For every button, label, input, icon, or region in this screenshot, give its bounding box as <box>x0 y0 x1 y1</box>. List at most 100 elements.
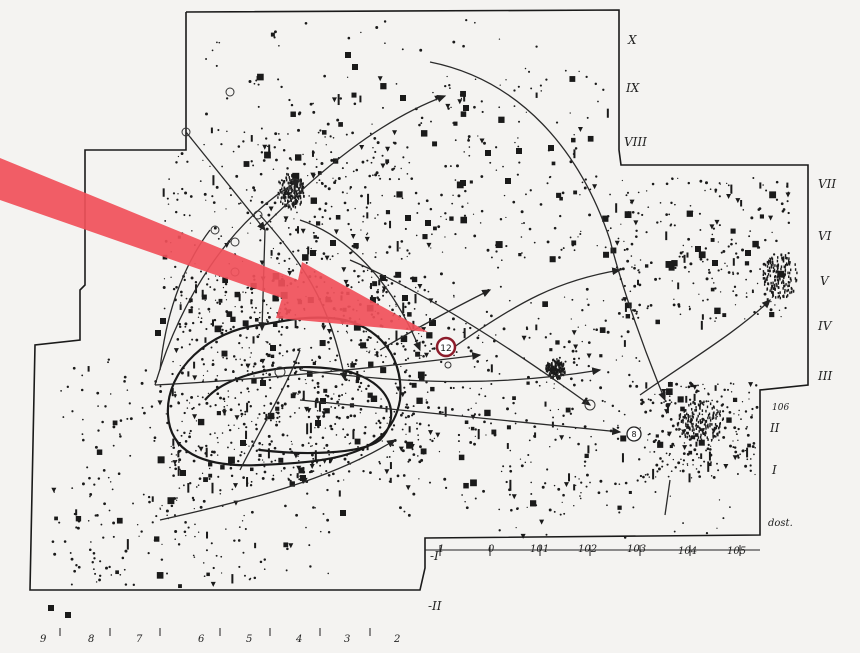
find-mark <box>175 459 178 462</box>
find-mark <box>626 330 630 334</box>
cluster-mark <box>554 372 557 376</box>
cluster-mark <box>707 438 709 441</box>
find-mark <box>359 381 363 385</box>
find-mark <box>473 234 477 238</box>
find-mark <box>136 524 139 526</box>
find-mark <box>210 127 213 134</box>
find-mark <box>567 340 571 344</box>
cluster-mark <box>764 272 767 276</box>
find-mark <box>234 291 241 298</box>
find-mark <box>585 287 589 291</box>
find-mark <box>258 453 262 458</box>
find-mark <box>389 220 392 229</box>
find-mark <box>595 449 598 452</box>
find-mark <box>730 238 733 241</box>
find-mark <box>319 340 326 347</box>
cluster-mark <box>763 283 766 286</box>
find-mark <box>366 159 369 162</box>
find-mark <box>272 247 275 250</box>
find-mark <box>359 412 361 414</box>
find-mark <box>274 459 277 462</box>
find-mark <box>260 200 264 204</box>
find-mark <box>428 350 431 353</box>
find-mark <box>96 391 100 395</box>
find-mark <box>740 418 742 420</box>
cluster-mark <box>782 281 785 285</box>
find-mark <box>444 84 447 88</box>
find-mark <box>297 362 300 365</box>
find-mark <box>709 188 712 191</box>
find-mark <box>197 395 199 398</box>
find-mark <box>746 433 750 437</box>
find-mark <box>671 177 674 181</box>
cluster-mark <box>277 196 279 199</box>
find-mark <box>71 487 74 490</box>
find-mark <box>411 276 415 280</box>
find-mark <box>433 437 436 440</box>
find-mark <box>119 433 121 436</box>
find-mark <box>395 330 398 341</box>
find-mark <box>314 450 317 462</box>
find-mark <box>366 212 369 219</box>
find-mark <box>172 438 175 446</box>
find-mark <box>735 430 737 433</box>
find-mark <box>179 302 182 304</box>
find-mark <box>408 252 411 255</box>
cluster-mark <box>777 256 779 259</box>
find-mark <box>614 482 617 486</box>
find-mark <box>568 436 571 439</box>
find-mark <box>247 232 249 234</box>
find-mark <box>369 285 373 289</box>
find-mark <box>530 87 533 90</box>
find-mark <box>216 375 219 377</box>
find-mark <box>633 266 636 270</box>
find-mark <box>182 484 185 487</box>
find-mark <box>232 150 235 153</box>
find-mark <box>575 364 578 367</box>
find-mark <box>655 434 659 438</box>
find-mark <box>499 218 503 221</box>
find-mark <box>157 456 165 464</box>
find-mark <box>629 290 632 293</box>
find-mark <box>450 106 452 109</box>
find-mark <box>325 444 328 447</box>
find-mark <box>176 198 179 201</box>
find-mark <box>275 421 278 423</box>
cluster-mark <box>782 257 785 260</box>
find-mark <box>198 403 201 406</box>
cluster-mark <box>789 291 791 295</box>
find-mark <box>711 277 713 280</box>
find-mark <box>374 217 376 219</box>
cluster-mark <box>300 201 302 205</box>
find-mark <box>468 146 471 148</box>
cluster-mark <box>706 436 708 439</box>
find-mark <box>290 103 294 107</box>
cluster-mark <box>776 284 778 288</box>
find-mark <box>410 177 414 180</box>
cluster-mark <box>785 256 787 260</box>
cluster-mark <box>559 363 561 367</box>
find-mark <box>637 191 640 194</box>
cluster-mark <box>716 432 718 436</box>
find-mark <box>733 413 735 415</box>
find-mark <box>280 404 284 408</box>
find-mark <box>509 469 513 473</box>
find-mark <box>218 41 221 44</box>
find-mark <box>364 236 370 242</box>
find-mark <box>391 168 394 171</box>
find-mark <box>370 395 378 403</box>
find-mark <box>605 490 608 493</box>
find-mark <box>420 354 422 357</box>
find-mark <box>568 473 571 482</box>
find-mark <box>700 453 703 459</box>
find-mark <box>222 277 229 284</box>
find-mark <box>151 521 154 524</box>
find-mark <box>707 268 711 271</box>
find-mark <box>350 286 353 289</box>
find-mark <box>546 468 549 471</box>
find-mark <box>584 324 587 326</box>
find-mark <box>698 212 701 215</box>
find-mark <box>104 405 107 408</box>
find-mark <box>126 539 129 550</box>
find-mark <box>755 405 759 409</box>
